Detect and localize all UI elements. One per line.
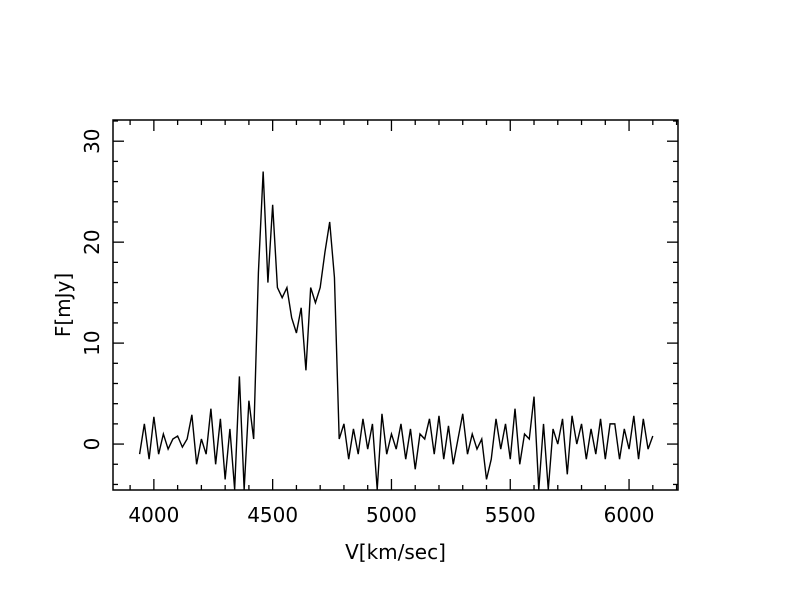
x-tick-label: 6000 — [604, 503, 655, 527]
x-tick-label: 4500 — [247, 503, 298, 527]
x-tick-label: 5000 — [366, 503, 417, 527]
y-tick-label: 20 — [80, 229, 104, 254]
y-tick-label: 30 — [80, 128, 104, 153]
y-axis-label: F[mJy] — [51, 273, 75, 337]
y-tick-label: 0 — [80, 438, 104, 451]
spectrum-line — [138, 171, 654, 490]
x-tick-label: 4000 — [128, 503, 179, 527]
x-tick-label: 5500 — [485, 503, 536, 527]
plot-frame — [112, 119, 679, 491]
y-tick-label: 10 — [80, 330, 104, 355]
x-axis-label: V[km/sec] — [345, 540, 446, 564]
